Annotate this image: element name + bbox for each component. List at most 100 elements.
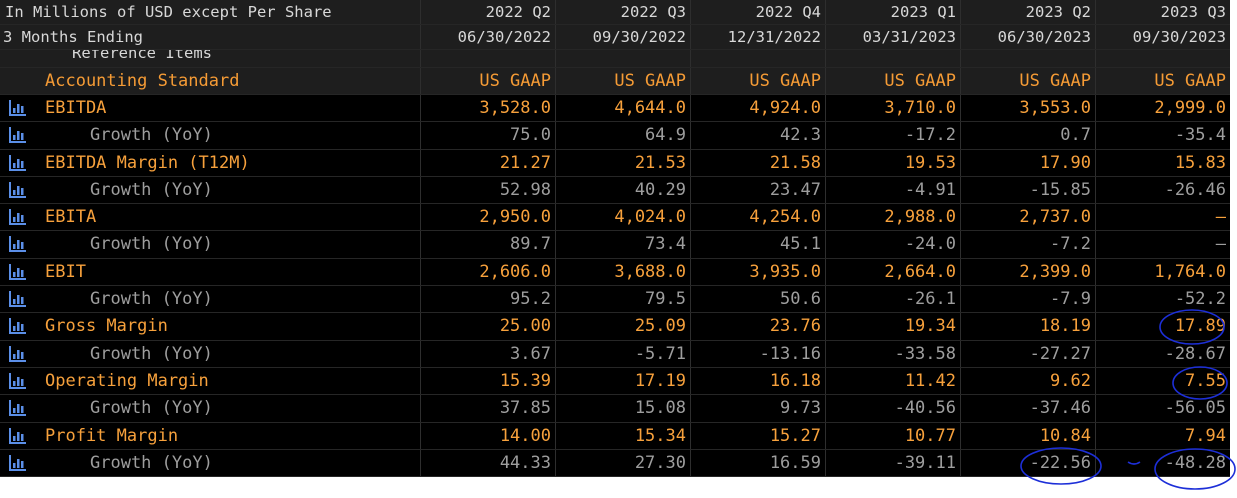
reference-row: Reference Items <box>0 50 1230 68</box>
value-cell: 2,399.0 <box>960 258 1095 286</box>
value-cell: — <box>1095 204 1230 231</box>
chart-icon[interactable] <box>9 427 27 445</box>
chart-icon[interactable] <box>9 372 27 390</box>
table-row: EBITA 2,950.0 4,024.0 4,254.0 2,988.0 2,737.0… <box>0 204 1230 232</box>
value-cell: 15.83 <box>1095 149 1230 176</box>
value-cell: 19.53 <box>825 149 960 176</box>
chart-icon[interactable] <box>9 400 27 417</box>
value-cell: 37.85 <box>420 395 555 422</box>
table-row: Gross Margin 25.00 25.09 23.76 19.34 18.19 17.… <box>0 313 1230 341</box>
empty-cell <box>960 50 1095 67</box>
value-cell: 2,664.0 <box>825 258 960 286</box>
chart-icon[interactable] <box>9 236 27 253</box>
value-cell: -56.05 <box>1095 395 1230 422</box>
value-cell: 2,950.0 <box>420 204 555 231</box>
row-label: Growth (YoY) <box>90 289 213 310</box>
chart-icon[interactable] <box>9 454 27 472</box>
value-cell: 3,528.0 <box>420 95 555 122</box>
value-cell: -52.2 <box>1095 286 1230 313</box>
value-cell: 7.94 <box>1095 422 1230 449</box>
value-cell: 17.90 <box>960 149 1095 176</box>
value-cell: 16.59 <box>690 449 825 477</box>
value-cell: 21.53 <box>555 149 690 176</box>
value-cell: 21.58 <box>690 149 825 176</box>
value-cell: 15.27 <box>690 422 825 449</box>
value-cell: 4,024.0 <box>555 204 690 231</box>
header-row: In Millions of USD except Per Share 2022 … <box>0 0 1230 25</box>
value-cell: 14.00 <box>420 422 555 449</box>
row-label: Growth (YoY) <box>90 125 213 146</box>
date-label: 06/30/2023 <box>960 25 1095 49</box>
row-label-cell: EBITA <box>0 204 420 230</box>
row-label-cell: Growth (YoY) <box>0 177 420 203</box>
date-label: 12/31/2022 <box>690 25 825 49</box>
table-row: Growth (YoY) 44.33 27.30 16.59 -39.11 -22.56-… <box>0 449 1230 478</box>
row-label-cell: EBIT <box>0 259 420 285</box>
value-cell: 1,764.0 <box>1095 258 1230 286</box>
row-label-cell: Operating Margin <box>0 368 420 394</box>
row-label-cell: Growth (YoY) <box>0 450 420 476</box>
date-label: 03/31/2023 <box>825 25 960 49</box>
row-label-cell: Growth (YoY) <box>0 231 420 257</box>
value-cell: 3,935.0 <box>690 258 825 286</box>
value-cell: 40.29 <box>555 176 690 204</box>
standard-label: Accounting Standard <box>45 71 240 91</box>
value-cell: 45.1 <box>690 231 825 258</box>
value-cell: -4.91 <box>825 176 960 204</box>
chart-icon[interactable] <box>9 263 27 281</box>
row-label: Gross Margin <box>45 316 168 337</box>
value-cell: -13.16 <box>690 340 825 367</box>
chart-icon[interactable] <box>9 100 27 117</box>
chart-icon[interactable] <box>9 209 27 226</box>
value-cell: 27.30 <box>555 449 690 477</box>
table-row: Growth (YoY) 3.67 -5.71 -13.16 -33.58 -27.27-… <box>0 340 1230 368</box>
chart-icon[interactable] <box>9 345 27 363</box>
quarter-label: 2023 Q3 <box>1095 0 1230 24</box>
quarter-label: 2023 Q1 <box>825 0 960 24</box>
row-label-cell: Profit Margin <box>0 423 420 449</box>
value-cell: 19.34 <box>825 313 960 340</box>
chart-icon[interactable] <box>9 154 27 172</box>
value-cell: -22.56 <box>960 449 1095 477</box>
standard-row: Accounting Standard US GAAP US GAAP US GAAP… <box>0 68 1230 95</box>
table-row: Growth (YoY) 95.2 79.5 50.6 -26.1 -7.9 -52.2 <box>0 286 1230 314</box>
value-cell: -33.58 <box>825 340 960 367</box>
value-cell: -37.46 <box>960 395 1095 422</box>
value-cell: 75.0 <box>420 122 555 149</box>
row-label: Operating Margin <box>45 370 209 391</box>
chart-icon[interactable] <box>9 127 27 144</box>
standard-value: US GAAP <box>1095 68 1230 94</box>
value-cell: 50.6 <box>690 286 825 313</box>
value-cell: -26.46 <box>1095 176 1230 204</box>
row-label: EBITA <box>45 207 97 228</box>
reference-cell: Reference Items <box>0 50 420 67</box>
value-cell: 3,688.0 <box>555 258 690 286</box>
value-cell: -40.56 <box>825 395 960 422</box>
value-cell: 10.77 <box>825 422 960 449</box>
value-cell: 21.27 <box>420 149 555 176</box>
value-cell: -48.28 <box>1095 449 1230 477</box>
table-row: Growth (YoY) 89.7 73.4 45.1 -24.0 -7.2— <box>0 231 1230 259</box>
date-label: 06/30/2022 <box>420 25 555 49</box>
value-cell: 89.7 <box>420 231 555 258</box>
value-cell: 15.39 <box>420 367 555 395</box>
row-label-cell: Growth (YoY) <box>0 395 420 421</box>
value-cell: 79.5 <box>555 286 690 313</box>
table-row: Growth (YoY) 75.0 64.9 42.3 -17.2 0.7 -35.4 <box>0 122 1230 150</box>
value-cell: — <box>1095 231 1230 258</box>
header-row: 3 Months Ending 06/30/2022 09/30/2022 12/31… <box>0 25 1230 50</box>
value-cell: 73.4 <box>555 231 690 258</box>
empty-cell <box>1095 50 1230 67</box>
chart-icon[interactable] <box>9 181 27 199</box>
value-cell: -7.9 <box>960 286 1095 313</box>
value-cell: 10.84 <box>960 422 1095 449</box>
value-cell: 15.34 <box>555 422 690 449</box>
chart-icon[interactable] <box>9 291 27 308</box>
chart-icon[interactable] <box>9 318 27 335</box>
value-cell: 9.62 <box>960 367 1095 395</box>
date-label: 09/30/2022 <box>555 25 690 49</box>
empty-cell <box>825 50 960 67</box>
reference-label: Reference Items <box>72 50 212 62</box>
value-cell: 2,999.0 <box>1095 95 1230 122</box>
